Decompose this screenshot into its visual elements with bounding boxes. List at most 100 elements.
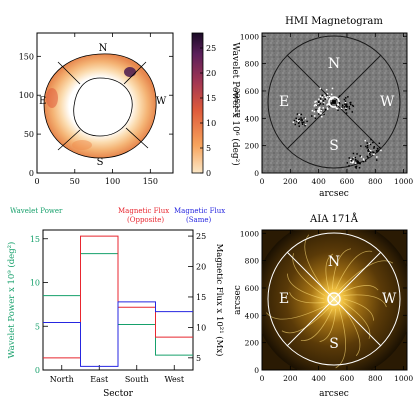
- sector-label-east: E: [279, 94, 289, 110]
- magnetic-pixel: [318, 107, 321, 109]
- magnetic-pixel: [345, 107, 347, 110]
- coronal-loop: [319, 308, 337, 343]
- magnetic-pixel: [345, 97, 347, 99]
- magnetic-pixel: [369, 143, 372, 146]
- wavelet-hotspot-east: [46, 88, 58, 108]
- y-tick-label: 1000: [240, 229, 259, 238]
- magnetic-pixel: [328, 95, 331, 98]
- magnetic-pixel: [313, 115, 316, 117]
- magnetic-pixel: [301, 123, 304, 125]
- magnetic-pixel: [319, 87, 321, 90]
- magnetic-pixel: [356, 160, 359, 162]
- y-tick-label: 600: [245, 87, 260, 96]
- magnetic-pixel: [352, 158, 354, 160]
- x-tick-label: 400: [311, 374, 326, 383]
- sector-label-north: N: [99, 43, 108, 54]
- magnetic-pixel: [368, 149, 371, 151]
- hmi-magnetic-features: [292, 87, 382, 169]
- hmi-active-region: [328, 96, 340, 108]
- aia-coronal-loops: [266, 234, 394, 369]
- magnetic-pixel: [300, 117, 302, 119]
- x-tick-label: 800: [368, 177, 383, 186]
- magnetic-pixel: [324, 108, 327, 111]
- magnetic-pixel: [368, 143, 371, 145]
- magnetic-pixel: [345, 103, 348, 105]
- magnetic-pixel: [322, 103, 325, 105]
- coronal-loop: [338, 260, 394, 291]
- magnetic-pixel: [373, 146, 375, 148]
- magnetic-pixel: [313, 105, 316, 107]
- magnetic-pixel: [370, 150, 372, 152]
- sector-label-west: W: [382, 291, 397, 307]
- magnetic-pixel: [306, 120, 308, 123]
- magnetic-pixel: [365, 145, 367, 148]
- magnetic-pixel: [362, 158, 365, 160]
- magnetic-pixel: [340, 107, 343, 110]
- coronal-loop: [300, 308, 333, 341]
- magnetic-pixel: [341, 106, 343, 108]
- magnetic-pixel: [337, 109, 339, 111]
- sector-label-east: E: [279, 291, 289, 307]
- magnetic-pixel: [370, 138, 372, 141]
- magnetic-pixel: [296, 119, 299, 122]
- magnetic-pixel: [336, 108, 339, 110]
- magnetic-pixel: [331, 87, 334, 90]
- magnetic-pixel: [298, 114, 300, 116]
- magnetic-pixel: [351, 161, 354, 164]
- magnetic-pixel: [314, 117, 317, 120]
- sector-divider: [57, 129, 81, 151]
- magnetic-pixel: [331, 98, 333, 100]
- magnetic-pixel: [355, 162, 357, 164]
- magnetic-pixel: [320, 100, 322, 102]
- magnetic-pixel: [355, 161, 358, 163]
- x-tick-label: 200: [283, 374, 298, 383]
- magnetic-pixel: [345, 108, 348, 111]
- magnetic-pixel: [368, 152, 371, 155]
- magnetic-pixel: [301, 119, 303, 122]
- magnetic-pixel: [376, 156, 378, 158]
- coronal-loop: [335, 250, 373, 290]
- y-tick-label: 1000: [240, 32, 259, 41]
- aia-xlabel: arcsec: [319, 389, 349, 399]
- magnetic-pixel: [343, 106, 346, 108]
- magnetic-pixel: [294, 123, 297, 126]
- magnetic-pixel: [317, 102, 320, 105]
- magnetic-pixel: [327, 95, 329, 98]
- x-tick-label: 400: [311, 177, 326, 186]
- y-tick-label: 50: [24, 130, 34, 139]
- magnetic-pixel: [319, 103, 322, 105]
- magnetic-pixel: [330, 102, 333, 104]
- x-tick-label: 600: [340, 374, 355, 383]
- magnetic-pixel: [378, 142, 381, 145]
- magnetic-pixel: [330, 96, 332, 99]
- magnetic-pixel: [311, 109, 314, 112]
- wavelet-map-panel: N E W S 0 50 100 150 0 50 100 150 0 5 10 15 20 25 Wa…: [19, 32, 241, 186]
- sector-label-west: W: [156, 96, 167, 107]
- magnetic-pixel: [319, 112, 321, 114]
- sector-label-south: S: [97, 157, 104, 168]
- coronal-loop: [331, 248, 352, 290]
- coronal-loop: [325, 253, 334, 291]
- magnetic-pixel: [366, 155, 369, 158]
- magnetic-pixel: [304, 117, 307, 120]
- magnetic-pixel: [295, 117, 297, 120]
- aia-sun-limb: [267, 232, 401, 366]
- magnetic-pixel: [296, 113, 299, 115]
- coronal-loop: [266, 305, 327, 320]
- magnetic-pixel: [354, 166, 357, 168]
- magnetic-pixel: [318, 111, 320, 114]
- left-tick-label: 15: [30, 235, 40, 244]
- sector-label-south: S: [329, 336, 339, 352]
- magnetic-pixel: [326, 104, 328, 106]
- aia-ylabel: arcsec: [233, 285, 243, 315]
- magnetic-pixel: [303, 121, 305, 123]
- magnetic-pixel: [293, 119, 296, 122]
- magnetic-pixel: [326, 93, 329, 95]
- magnetic-pixel: [298, 121, 300, 123]
- legend-same-sub: (Same): [186, 216, 211, 224]
- magnetic-pixel: [364, 139, 366, 142]
- colorbar-tick-label: 0: [206, 169, 211, 178]
- magnetic-pixel: [314, 101, 316, 103]
- magnetic-pixel: [324, 96, 327, 98]
- sector-divider: [125, 127, 149, 149]
